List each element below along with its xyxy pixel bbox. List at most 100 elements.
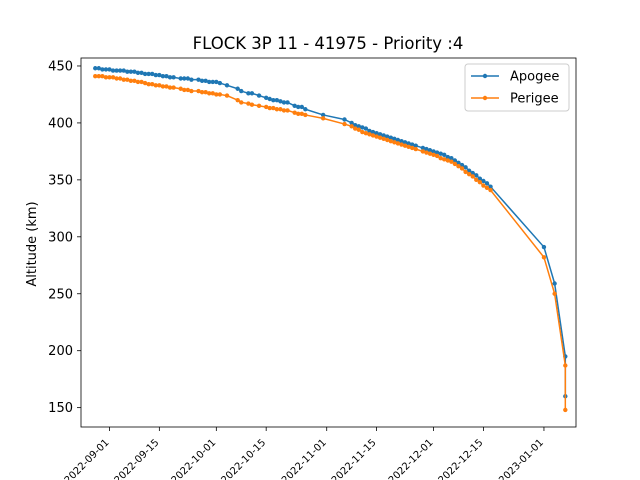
data-point-perigee bbox=[256, 103, 262, 109]
data-point-apogee bbox=[463, 165, 468, 170]
data-point-perigee bbox=[409, 145, 415, 151]
data-point-apogee bbox=[420, 145, 426, 151]
data-point-apogee bbox=[210, 79, 215, 85]
data-point-perigee bbox=[552, 291, 557, 296]
data-point-apogee bbox=[474, 173, 479, 178]
data-point-perigee bbox=[470, 174, 475, 179]
data-point-apogee bbox=[100, 67, 105, 72]
series-perigee bbox=[93, 74, 568, 413]
data-point-apogee bbox=[125, 69, 130, 74]
data-point-perigee bbox=[199, 89, 205, 95]
legend-label-apogee: Apogee bbox=[510, 70, 559, 85]
data-point-apogee bbox=[96, 66, 102, 71]
data-point-perigee bbox=[96, 74, 102, 79]
data-point-perigee bbox=[388, 138, 394, 144]
data-point-perigee bbox=[203, 89, 208, 95]
data-point-apogee bbox=[249, 91, 255, 96]
data-point-perigee bbox=[392, 140, 397, 145]
data-point-apogee bbox=[449, 156, 454, 161]
data-point-apogee bbox=[374, 130, 379, 136]
data-point-apogee bbox=[285, 100, 290, 105]
data-point-perigee bbox=[185, 87, 191, 93]
data-point-perigee bbox=[107, 75, 112, 80]
data-point-perigee bbox=[299, 111, 304, 117]
data-point-apogee bbox=[235, 86, 240, 91]
data-point-apogee bbox=[107, 67, 112, 72]
data-point-perigee bbox=[303, 112, 308, 118]
data-point-perigee bbox=[100, 74, 105, 79]
data-point-apogee bbox=[399, 138, 404, 144]
data-point-apogee bbox=[466, 168, 472, 173]
data-point-apogee bbox=[207, 79, 212, 85]
data-point-apogee bbox=[271, 97, 276, 103]
data-point-apogee bbox=[292, 103, 297, 109]
y-tick-label: 300 bbox=[48, 230, 73, 245]
data-point-apogee bbox=[117, 68, 123, 73]
data-point-perigee bbox=[356, 127, 361, 132]
data-point-apogee bbox=[459, 162, 465, 168]
data-point-perigee bbox=[406, 144, 411, 150]
data-point-apogee bbox=[367, 128, 372, 134]
chart-title: FLOCK 3P 11 - 41975 - Priority :4 bbox=[193, 34, 464, 53]
data-point-perigee bbox=[121, 77, 126, 82]
data-point-perigee bbox=[214, 92, 219, 97]
data-point-perigee bbox=[360, 129, 365, 135]
data-point-apogee bbox=[185, 76, 191, 81]
data-point-perigee bbox=[157, 83, 162, 88]
data-point-apogee bbox=[392, 136, 397, 142]
data-point-perigee bbox=[541, 255, 547, 260]
data-point-apogee bbox=[142, 71, 148, 77]
data-point-perigee bbox=[563, 363, 568, 368]
data-point-apogee bbox=[370, 129, 376, 135]
data-point-perigee bbox=[117, 76, 123, 81]
data-point-perigee bbox=[477, 179, 483, 185]
data-point-perigee bbox=[349, 124, 354, 129]
y-axis-label: Altitude (km) bbox=[25, 201, 40, 286]
data-point-perigee bbox=[413, 146, 418, 152]
data-point-perigee bbox=[434, 153, 440, 159]
data-point-apogee bbox=[171, 75, 176, 80]
data-point-apogee bbox=[303, 107, 308, 112]
data-point-apogee bbox=[150, 71, 155, 77]
data-point-perigee bbox=[93, 74, 98, 79]
data-point-apogee bbox=[456, 160, 461, 165]
data-point-apogee bbox=[427, 148, 433, 153]
series-apogee bbox=[93, 66, 568, 399]
data-point-apogee bbox=[431, 149, 436, 154]
data-point-apogee bbox=[281, 100, 287, 105]
data-point-perigee bbox=[452, 161, 458, 167]
data-point-apogee bbox=[402, 140, 408, 145]
data-point-perigee bbox=[395, 141, 401, 146]
data-point-perigee bbox=[363, 130, 369, 136]
data-point-perigee bbox=[128, 78, 134, 83]
data-point-apogee bbox=[160, 74, 166, 79]
data-point-apogee bbox=[128, 69, 134, 74]
data-point-perigee bbox=[178, 86, 183, 91]
data-point-perigee bbox=[367, 132, 372, 137]
data-point-apogee bbox=[424, 146, 429, 152]
data-point-perigee bbox=[171, 85, 176, 90]
data-point-perigee bbox=[488, 187, 493, 193]
data-point-perigee bbox=[278, 107, 283, 112]
data-point-perigee bbox=[146, 81, 151, 87]
data-point-apogee bbox=[438, 151, 443, 156]
data-point-perigee bbox=[281, 108, 287, 113]
data-point-perigee bbox=[296, 111, 301, 117]
data-point-perigee bbox=[385, 137, 390, 143]
data-point-apogee bbox=[442, 152, 447, 158]
data-point-perigee bbox=[374, 134, 379, 139]
data-point-apogee bbox=[146, 71, 151, 77]
data-point-apogee bbox=[274, 97, 280, 103]
data-point-perigee bbox=[103, 75, 109, 80]
data-point-perigee bbox=[182, 87, 187, 93]
data-point-apogee bbox=[363, 126, 369, 131]
data-point-apogee bbox=[342, 117, 347, 122]
legend-label-perigee: Perigee bbox=[510, 92, 559, 107]
data-point-apogee bbox=[178, 76, 183, 81]
data-point-perigee bbox=[239, 100, 244, 105]
data-point-perigee bbox=[484, 185, 490, 191]
data-point-perigee bbox=[164, 84, 169, 89]
data-point-apogee bbox=[452, 158, 458, 163]
data-point-apogee bbox=[360, 125, 365, 130]
